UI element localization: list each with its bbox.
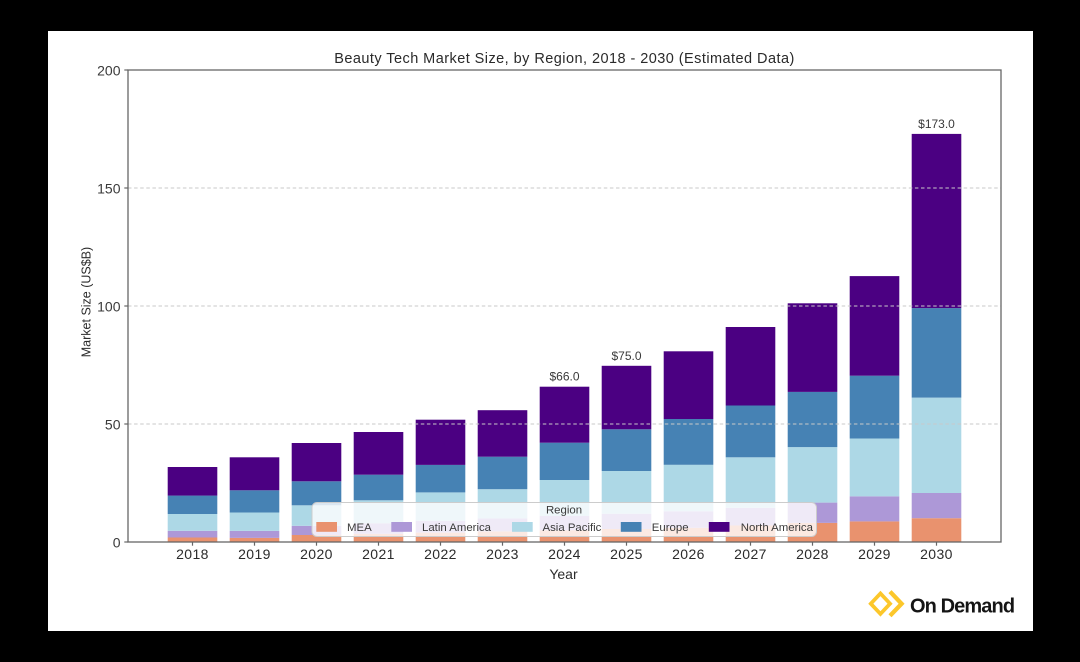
svg-text:2023: 2023 bbox=[486, 546, 519, 562]
svg-text:$173.0: $173.0 bbox=[918, 117, 955, 131]
svg-text:0: 0 bbox=[113, 534, 121, 550]
svg-text:Beauty Tech Market Size, by Re: Beauty Tech Market Size, by Region, 2018… bbox=[334, 51, 795, 67]
svg-text:2020: 2020 bbox=[300, 546, 333, 562]
svg-text:2021: 2021 bbox=[362, 546, 395, 562]
svg-text:2019: 2019 bbox=[238, 546, 271, 562]
svg-text:Latin America: Latin America bbox=[422, 522, 492, 534]
svg-text:2022: 2022 bbox=[424, 546, 457, 562]
svg-text:2024: 2024 bbox=[548, 546, 581, 562]
svg-text:2018: 2018 bbox=[176, 546, 209, 562]
svg-text:MEA: MEA bbox=[347, 522, 372, 534]
svg-text:Europe: Europe bbox=[652, 522, 689, 534]
svg-text:2029: 2029 bbox=[858, 546, 891, 562]
svg-text:Asia Pacific: Asia Pacific bbox=[543, 522, 602, 534]
svg-text:Region: Region bbox=[546, 505, 582, 517]
svg-text:2025: 2025 bbox=[610, 546, 643, 562]
svg-text:$66.0: $66.0 bbox=[549, 370, 579, 384]
svg-text:2027: 2027 bbox=[734, 546, 767, 562]
svg-text:2030: 2030 bbox=[920, 546, 953, 562]
svg-text:2028: 2028 bbox=[796, 546, 829, 562]
svg-text:200: 200 bbox=[97, 62, 121, 78]
svg-text:On Demand: On Demand bbox=[910, 596, 1014, 618]
svg-text:Market Size (US$B): Market Size (US$B) bbox=[80, 247, 94, 357]
svg-text:150: 150 bbox=[97, 180, 121, 196]
svg-text:$75.0: $75.0 bbox=[611, 349, 641, 363]
svg-text:North America: North America bbox=[741, 522, 814, 534]
svg-text:Year: Year bbox=[549, 566, 578, 582]
svg-text:50: 50 bbox=[105, 416, 121, 432]
svg-text:2026: 2026 bbox=[672, 546, 705, 562]
svg-text:100: 100 bbox=[97, 298, 121, 314]
